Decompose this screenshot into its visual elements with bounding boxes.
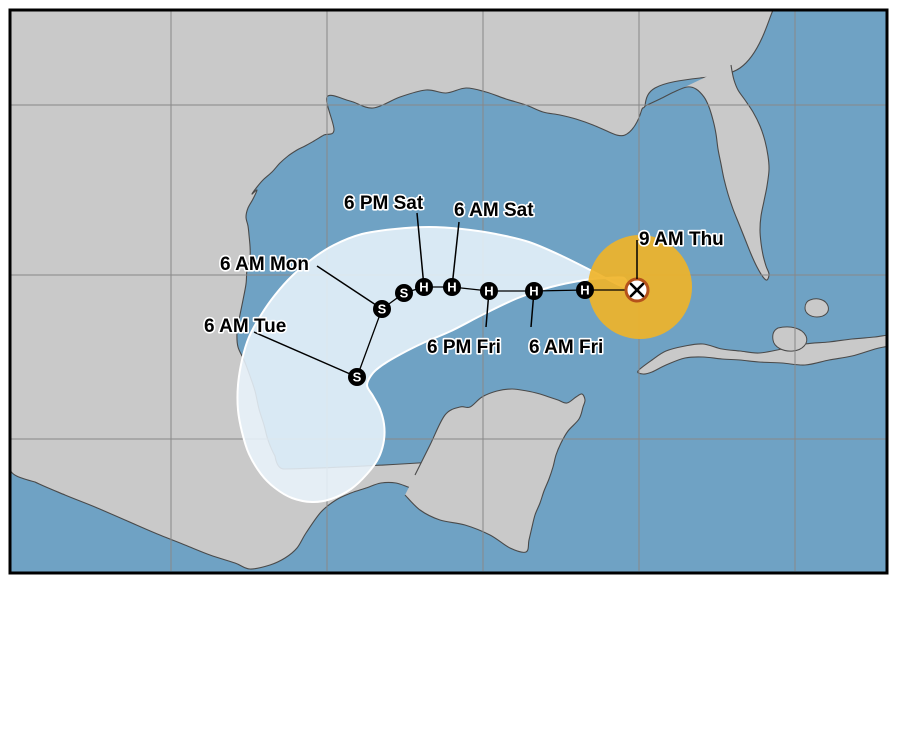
svg-text:9 AM Thu: 9 AM Thu [639,229,724,250]
svg-text:6 AM Sat: 6 AM Sat [454,200,534,221]
svg-text:H: H [447,280,456,295]
svg-text:H: H [419,280,428,295]
svg-text:S: S [400,286,409,301]
svg-text:6 PM Sat: 6 PM Sat [344,193,424,214]
svg-text:6 AM Tue: 6 AM Tue [204,316,286,337]
svg-text:S: S [378,302,387,317]
svg-text:H: H [529,284,538,299]
svg-text:S: S [353,370,362,385]
svg-text:6 PM Fri: 6 PM Fri [427,337,501,358]
svg-text:6 AM Fri: 6 AM Fri [529,337,603,358]
svg-text:6 AM Mon: 6 AM Mon [220,254,309,275]
svg-text:H: H [580,283,589,298]
svg-text:H: H [484,284,493,299]
